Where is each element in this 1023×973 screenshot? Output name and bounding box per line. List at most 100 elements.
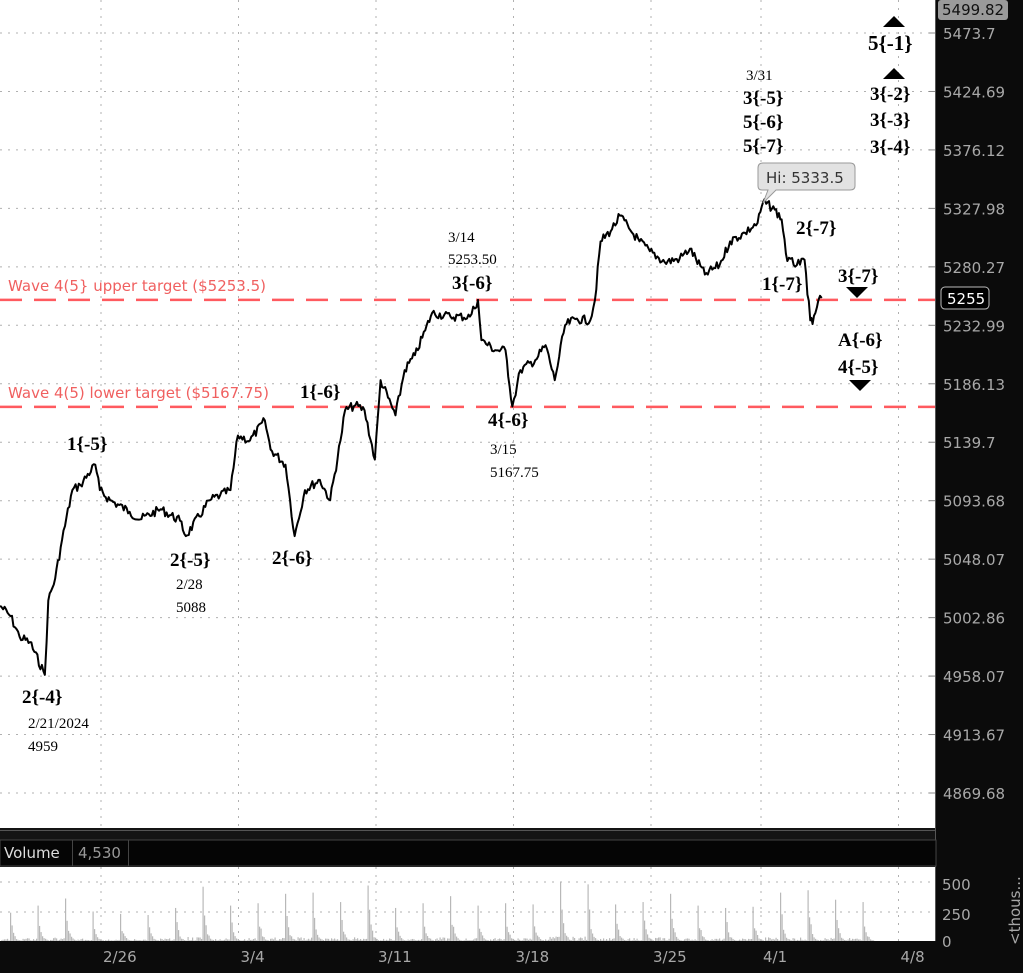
volume-bar — [5, 939, 7, 941]
date-tick-label: 4/8 — [901, 948, 925, 966]
volume-bar — [187, 937, 189, 941]
volume-bar — [262, 936, 264, 941]
volume-bar — [763, 940, 765, 941]
volume-bar — [442, 937, 444, 941]
volume-bar — [662, 938, 664, 941]
volume-bar — [603, 938, 605, 941]
volume-bar — [499, 938, 501, 941]
volume-bar — [448, 938, 450, 941]
volume-bar — [433, 940, 435, 941]
volume-bar — [778, 940, 780, 941]
volume-bar — [742, 938, 744, 941]
date-tick-label: 3/4 — [241, 948, 265, 966]
volume-bar — [266, 939, 268, 941]
volume-bar — [1, 940, 3, 941]
volume-bar — [457, 938, 459, 941]
volume-bar — [493, 939, 495, 941]
price-tick-label: 5424.69 — [943, 83, 1005, 101]
volume-bar — [311, 937, 313, 941]
volume-bar — [574, 938, 576, 941]
volume-bar — [389, 938, 391, 941]
price-label: 4959 — [28, 739, 58, 755]
volume-bar — [250, 939, 252, 941]
volume-bar — [221, 940, 223, 941]
volume-bar — [769, 938, 771, 941]
volume-bar — [849, 938, 851, 941]
volume-bar — [83, 940, 85, 941]
volume-bar — [292, 938, 294, 941]
volume-bar — [673, 928, 675, 941]
volume-bars — [1, 882, 875, 941]
volume-bar — [758, 938, 760, 941]
volume-bar — [222, 940, 224, 941]
volume-bar — [114, 940, 116, 941]
volume-bar — [641, 940, 643, 941]
volume-bar — [137, 940, 139, 941]
volume-bar — [726, 922, 728, 941]
date-tick-label: 3/25 — [653, 948, 687, 966]
volume-bar — [63, 938, 65, 941]
volume-bar — [196, 937, 198, 941]
volume-pane[interactable] — [0, 867, 935, 941]
volume-bar — [494, 938, 496, 941]
volume-bar — [112, 940, 114, 941]
volume-bar — [352, 939, 354, 941]
volume-bar — [696, 940, 698, 941]
volume-bar — [477, 905, 479, 941]
price-pane[interactable] — [0, 0, 935, 828]
volume-bar — [396, 927, 398, 941]
volume-bar — [853, 939, 855, 941]
volume-bar — [720, 940, 722, 941]
date-axis[interactable] — [0, 942, 935, 973]
price-label: 5253.50 — [448, 252, 497, 268]
volume-bar — [202, 886, 204, 941]
volume-bar — [761, 939, 763, 941]
volume-bar — [486, 939, 488, 941]
volume-bar — [117, 940, 119, 941]
volume-bar — [428, 938, 430, 941]
volume-bar — [711, 939, 713, 941]
volume-bar — [75, 940, 77, 941]
volume-bar — [600, 938, 602, 941]
volume-bar — [82, 938, 84, 941]
volume-bar — [57, 940, 59, 941]
volume-bar — [598, 940, 600, 941]
volume-bar — [195, 940, 197, 941]
volume-bar — [60, 938, 62, 941]
volume-bar — [800, 937, 802, 941]
volume-bar — [25, 938, 27, 941]
volume-bar — [294, 939, 296, 941]
volume-bar — [277, 940, 279, 941]
volume-bar — [813, 937, 815, 941]
volume-bar — [680, 940, 682, 941]
volume-bar — [774, 939, 776, 941]
volume-bar — [234, 936, 236, 941]
volume-bar — [456, 936, 458, 941]
volume-bar — [413, 939, 415, 941]
volume-bar — [210, 938, 212, 941]
volume-bar — [404, 940, 406, 941]
wave-label: 4{-6} — [488, 410, 528, 431]
volume-bar — [2, 939, 4, 941]
price-axis[interactable] — [935, 0, 1023, 941]
volume-bar — [668, 938, 670, 941]
volume-bar — [402, 939, 404, 941]
volume-bar — [421, 939, 423, 941]
volume-bar — [625, 940, 627, 941]
volume-bar — [288, 927, 290, 941]
volume-bar — [635, 940, 637, 941]
volume-bar — [105, 940, 107, 941]
volume-bar — [777, 939, 779, 941]
price-tick-label: 5232.99 — [943, 317, 1005, 335]
volume-bar — [279, 939, 281, 941]
volume-bar — [54, 937, 56, 941]
volume-bar — [462, 940, 464, 941]
volume-bar — [771, 939, 773, 941]
volume-bar — [409, 940, 411, 941]
volume-bar — [410, 939, 412, 941]
volume-bar — [251, 939, 253, 941]
volume-bar — [629, 938, 631, 941]
volume-bar — [667, 940, 669, 941]
